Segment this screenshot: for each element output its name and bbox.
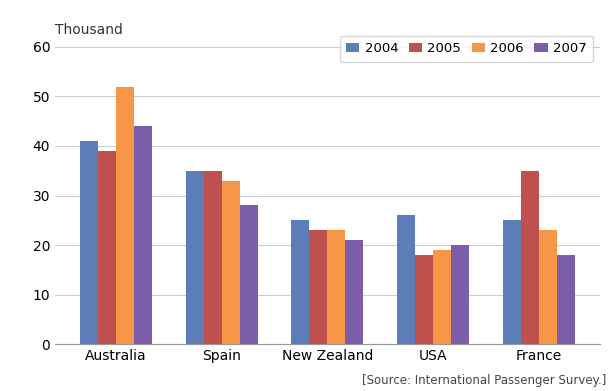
- Bar: [116, 86, 134, 344]
- Bar: [310, 230, 327, 344]
- Bar: [98, 151, 116, 344]
- Bar: [240, 205, 258, 344]
- Bar: [345, 240, 364, 344]
- Bar: [539, 230, 557, 344]
- Bar: [204, 171, 222, 344]
- Bar: [521, 171, 539, 344]
- Bar: [185, 171, 204, 344]
- Bar: [503, 220, 521, 344]
- Bar: [451, 245, 469, 344]
- Bar: [557, 255, 575, 344]
- Bar: [415, 255, 433, 344]
- Bar: [397, 215, 415, 344]
- Bar: [134, 126, 152, 344]
- Bar: [222, 181, 240, 344]
- Bar: [80, 141, 98, 344]
- Bar: [291, 220, 310, 344]
- Text: [Source: International Passenger Survey.]: [Source: International Passenger Survey.…: [362, 374, 606, 387]
- Bar: [327, 230, 345, 344]
- Text: Thousand: Thousand: [55, 23, 123, 37]
- Legend: 2004, 2005, 2006, 2007: 2004, 2005, 2006, 2007: [340, 36, 593, 62]
- Bar: [433, 250, 451, 344]
